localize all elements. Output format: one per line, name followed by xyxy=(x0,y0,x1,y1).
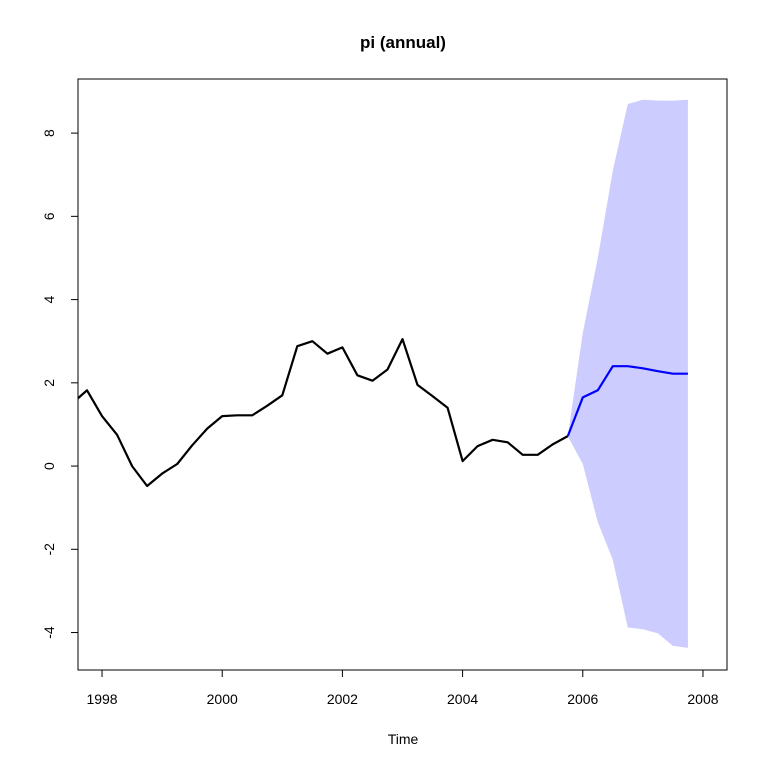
history-line xyxy=(78,338,569,488)
y-tick-label: 2 xyxy=(41,379,57,387)
x-tick-label: 2004 xyxy=(447,691,478,707)
x-tick-label: 2002 xyxy=(327,691,358,707)
y-tick-label: 8 xyxy=(41,129,57,137)
y-tick-label: -4 xyxy=(41,626,57,639)
forecast-interval-band xyxy=(567,99,688,648)
x-tick-label: 2000 xyxy=(207,691,238,707)
chart-title: pi (annual) xyxy=(360,33,446,52)
x-tick-label: 2006 xyxy=(567,691,598,707)
x-tick-label: 1998 xyxy=(86,691,117,707)
plot-area xyxy=(78,99,688,648)
x-axis: 1998 2000 2002 2004 2006 2008 xyxy=(86,669,719,707)
y-tick-label: 0 xyxy=(41,462,57,470)
x-tick-label: 2008 xyxy=(687,691,718,707)
y-tick-label: 6 xyxy=(41,212,57,220)
y-axis: -4 -2 0 2 4 6 8 xyxy=(41,129,78,639)
y-tick-label: 4 xyxy=(41,295,57,303)
x-axis-label: Time xyxy=(388,731,419,747)
forecast-line xyxy=(566,365,688,437)
y-tick-label: -2 xyxy=(41,543,57,556)
